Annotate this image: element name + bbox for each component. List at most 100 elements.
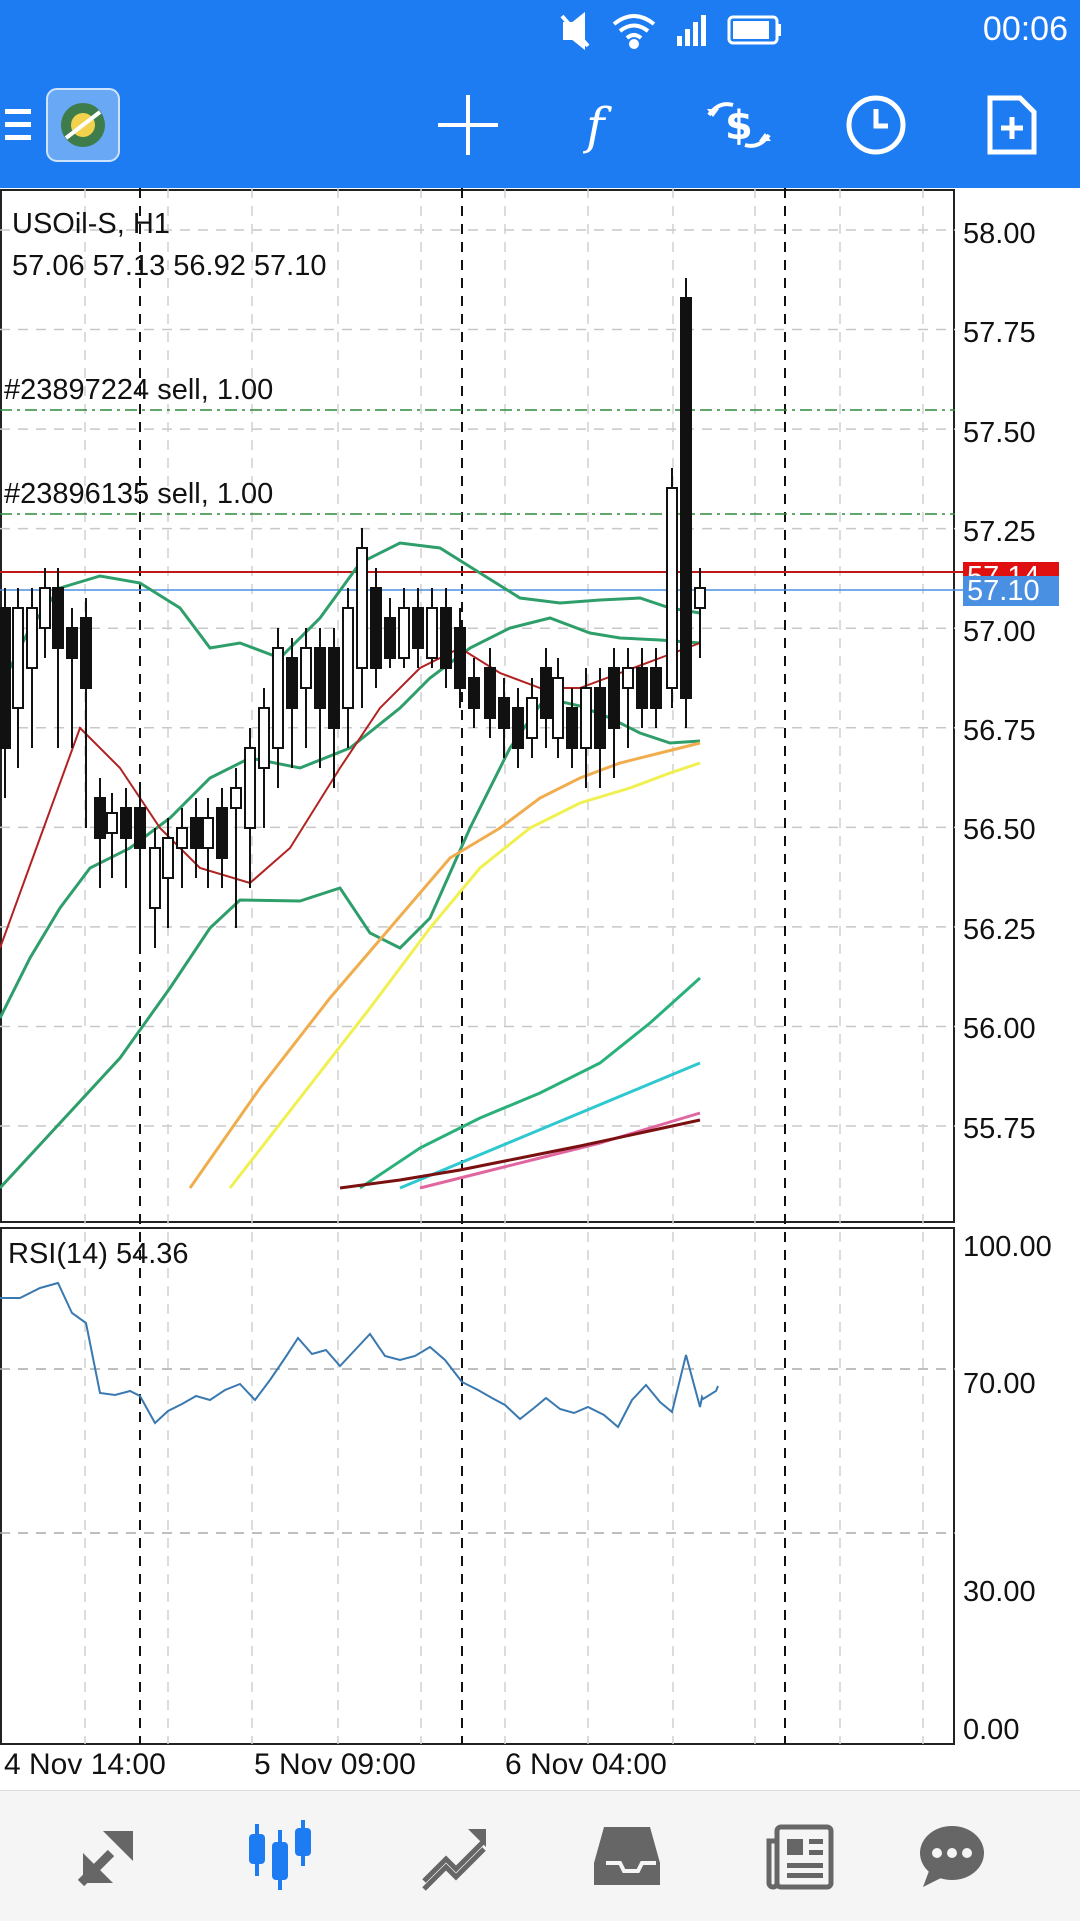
nav-history[interactable] (577, 1811, 677, 1901)
chart-area[interactable]: USOil-S, H1 57.06 57.13 56.92 57.10 #238… (0, 188, 1080, 1781)
order-label-2[interactable]: #23896135 sell, 1.00 (4, 478, 274, 510)
candle-bearish (52, 587, 64, 649)
candle-bullish (272, 647, 284, 749)
candle-bullish (526, 697, 538, 739)
nav-news[interactable] (750, 1811, 850, 1901)
crosshair-button[interactable] (438, 62, 498, 188)
price-axis-label: 56.25 (963, 914, 1036, 946)
candle-bearish (540, 667, 552, 719)
time-axis-label: 6 Nov 04:00 (505, 1748, 667, 1781)
candle-bullish (39, 587, 51, 629)
candle-bullish (149, 847, 161, 909)
candle-bearish (636, 667, 648, 709)
mute-icon (560, 11, 590, 51)
candle-bullish (426, 607, 438, 659)
signal-icon (677, 15, 706, 46)
rsi-axis-label: 70.00 (963, 1368, 1036, 1400)
ma-green (359, 976, 702, 1190)
trade-icon (422, 1829, 486, 1891)
new-object-button[interactable] (986, 62, 1038, 188)
candle-bearish (80, 617, 92, 689)
toolbar: f $ (0, 62, 1080, 188)
ma-dark (339, 1118, 701, 1190)
candle-bearish (328, 647, 340, 729)
candle-bearish (440, 607, 452, 669)
app-logo-button[interactable] (46, 62, 120, 188)
price-axis-label: 56.75 (963, 715, 1036, 747)
candle-bearish (650, 667, 662, 709)
clock-icon (846, 95, 906, 155)
candle-bullish (26, 607, 38, 669)
nav-trade[interactable] (405, 1811, 505, 1901)
candle-bearish (608, 667, 620, 729)
candle-bullish (202, 817, 214, 849)
nav-chart[interactable] (230, 1811, 330, 1901)
indicators-button[interactable]: f (570, 62, 630, 188)
candle-bullish (342, 607, 354, 709)
order-label-1[interactable]: #23897224 sell, 1.00 (4, 374, 274, 406)
candle-bearish (134, 807, 146, 849)
menu-button[interactable] (0, 62, 40, 188)
chart-canvas[interactable] (0, 188, 1080, 1750)
candle-bearish (314, 647, 326, 709)
candle-bearish (216, 807, 228, 859)
chat-icon (920, 1826, 984, 1887)
price-axis-label: 55.75 (963, 1113, 1036, 1145)
bottom-navigation (0, 1790, 1080, 1921)
rsi-axis-label: 100.00 (963, 1231, 1052, 1263)
ma-pink (419, 1111, 701, 1190)
crosshair-icon (438, 95, 498, 155)
candle-bearish (384, 617, 396, 659)
trade-button[interactable]: $ (703, 62, 775, 188)
candle-bearish (286, 657, 298, 709)
candle-bullish (552, 677, 564, 739)
svg-text:$: $ (725, 103, 753, 149)
svg-text:f: f (582, 97, 612, 155)
ma-yellow (228, 761, 701, 1189)
price-axis-label: 57.25 (963, 516, 1036, 548)
rsi-line (0, 1281, 719, 1429)
news-icon (766, 1824, 834, 1890)
candle-bullish (106, 812, 118, 834)
timeframe-button[interactable] (844, 62, 908, 188)
trade-icon: $ (707, 102, 771, 149)
indicators-icon: f (582, 97, 612, 155)
new-object-icon (987, 95, 1037, 155)
candle-bullish (398, 607, 410, 659)
quotes-icon (77, 1831, 133, 1887)
bid-price-tag: 57.14 (963, 562, 1059, 580)
candle-bearish (370, 587, 382, 669)
rsi-axis-label: 30.00 (963, 1576, 1036, 1608)
time-axis-label: 5 Nov 09:00 (254, 1748, 416, 1781)
candle-bullish (244, 747, 256, 829)
candle-bullish (694, 587, 706, 609)
candle-bearish (412, 607, 424, 649)
ma-orange (188, 741, 701, 1189)
candle-bullish (12, 607, 24, 709)
candle-bearish (468, 677, 480, 709)
menu-icon (5, 109, 31, 140)
candle-bearish (454, 627, 466, 689)
price-axis-label: 58.00 (963, 218, 1036, 250)
candle-bullish (176, 827, 188, 849)
ohlc-values: 57.06 57.13 56.92 57.10 (12, 250, 327, 282)
candle-bearish (566, 707, 578, 749)
candle-bullish (300, 647, 312, 689)
candle-bullish (622, 667, 634, 689)
rsi-axis-label: 0.00 (963, 1714, 1020, 1746)
candle-bullish (666, 487, 678, 689)
candle-bullish (258, 707, 270, 769)
chart-icon (249, 1820, 311, 1890)
price-axis-label: 57.75 (963, 317, 1036, 349)
candle-bullish (356, 547, 368, 669)
history-icon (594, 1827, 660, 1885)
candle-bearish (484, 667, 496, 719)
nav-quotes[interactable] (58, 1811, 158, 1901)
candle-bullish (230, 787, 242, 809)
rsi-frame (0, 1227, 955, 1745)
candle-bearish (120, 807, 132, 839)
nav-chat[interactable] (902, 1811, 1002, 1901)
bollinger-mid (0, 616, 701, 1019)
candle-bearish (680, 297, 692, 699)
status-bar: 00:06 (0, 0, 1080, 62)
